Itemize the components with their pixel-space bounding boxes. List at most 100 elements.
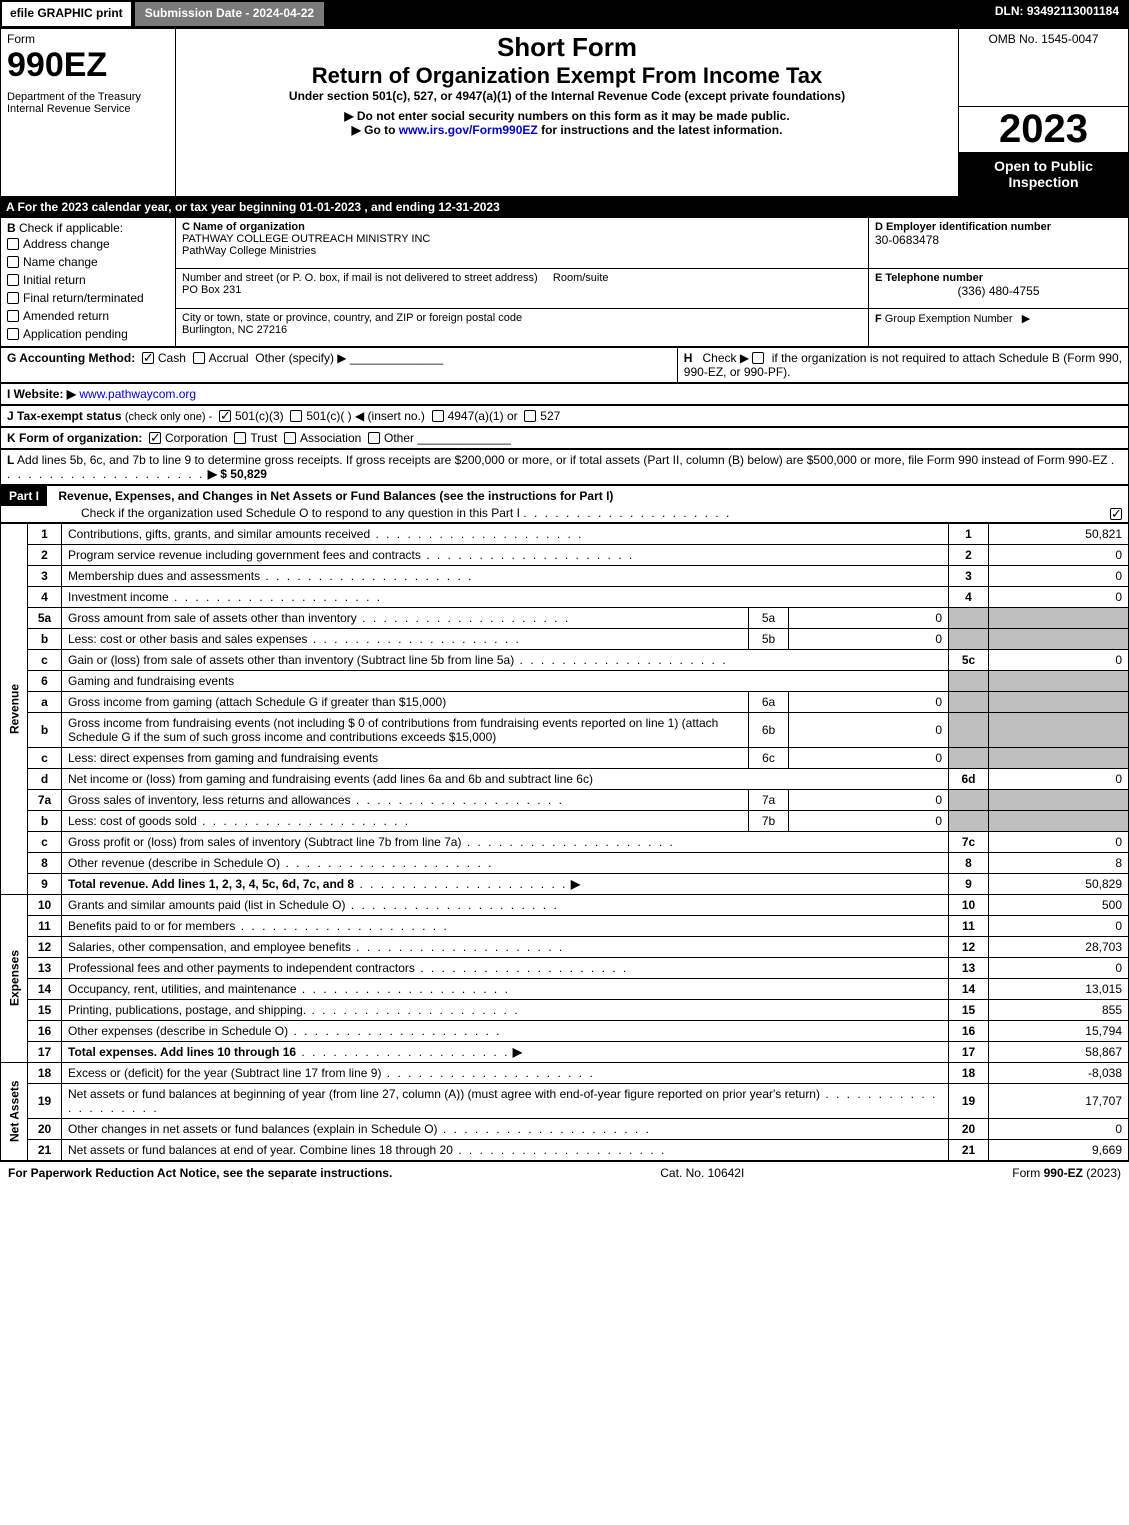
chk-501c[interactable]	[290, 410, 302, 422]
open-public-inspection: Open to Public Inspection	[959, 152, 1128, 196]
j-label: J Tax-exempt status	[7, 409, 122, 423]
l14-amt: 13,015	[989, 978, 1129, 999]
chk-address-change[interactable]	[7, 238, 19, 250]
l14-box: 14	[949, 978, 989, 999]
chk-application-pending[interactable]	[7, 328, 19, 340]
chk-501c3[interactable]	[219, 410, 231, 422]
l6c-midamt: 0	[789, 747, 949, 768]
l5c-num: c	[28, 649, 62, 670]
form-word: Form	[7, 32, 169, 46]
l5a-greyamt	[989, 607, 1129, 628]
l2-num: 2	[28, 544, 62, 565]
chk-4947[interactable]	[432, 410, 444, 422]
chk-association[interactable]	[284, 432, 296, 444]
chk-other-org[interactable]	[368, 432, 380, 444]
irs-link[interactable]: www.irs.gov/Form990EZ	[399, 123, 538, 137]
l5b-num: b	[28, 628, 62, 649]
g-accrual: Accrual	[209, 351, 249, 365]
l6c-num: c	[28, 747, 62, 768]
l6c-desc: Less: direct expenses from gaming and fu…	[68, 751, 378, 765]
chk-trust[interactable]	[234, 432, 246, 444]
website-row: I Website: ▶ www.pathwaycom.org	[0, 383, 1129, 405]
footer-right-pre: Form	[1012, 1166, 1043, 1180]
l12-num: 12	[28, 936, 62, 957]
l7b-greybox	[949, 810, 989, 831]
l7a-desc: Gross sales of inventory, less returns a…	[68, 793, 351, 807]
f-label: F Group Exemption Number ▶	[875, 312, 1122, 325]
k-label: K Form of organization:	[7, 431, 142, 445]
chk-initial-return[interactable]	[7, 274, 19, 286]
l5c-desc: Gain or (loss) from sale of assets other…	[68, 653, 514, 667]
l4-num: 4	[28, 586, 62, 607]
omb-number: OMB No. 1545-0047	[959, 29, 1129, 107]
chk-schedule-o-part1[interactable]	[1110, 508, 1122, 520]
l1-box: 1	[949, 523, 989, 544]
l18-desc: Excess or (deficit) for the year (Subtra…	[68, 1066, 381, 1080]
l5b-mid: 5b	[749, 628, 789, 649]
l21-desc: Net assets or fund balances at end of ye…	[68, 1143, 453, 1157]
l6c-greyamt	[989, 747, 1129, 768]
j-501c: 501(c)( ) ◀ (insert no.)	[306, 409, 425, 423]
l8-desc: Other revenue (describe in Schedule O)	[68, 856, 280, 870]
opt-initial-return: Initial return	[23, 273, 86, 287]
footer-right-post: (2023)	[1083, 1166, 1121, 1180]
l1-desc: Contributions, gifts, grants, and simila…	[68, 527, 370, 541]
chk-527[interactable]	[524, 410, 536, 422]
l3-box: 3	[949, 565, 989, 586]
l7b-mid: 7b	[749, 810, 789, 831]
l4-box: 4	[949, 586, 989, 607]
l3-num: 3	[28, 565, 62, 586]
l13-box: 13	[949, 957, 989, 978]
l18-box: 18	[949, 1062, 989, 1083]
l11-amt: 0	[989, 915, 1129, 936]
l-text: Add lines 5b, 6c, and 7b to line 9 to de…	[17, 453, 1108, 467]
chk-schedule-b[interactable]	[752, 352, 764, 364]
l5c-box: 5c	[949, 649, 989, 670]
l6b-greybox	[949, 712, 989, 747]
form-number: 990EZ	[7, 46, 169, 85]
chk-amended-return[interactable]	[7, 310, 19, 322]
dept-line2: Internal Revenue Service	[7, 103, 169, 115]
l5a-midamt: 0	[789, 607, 949, 628]
chk-corporation[interactable]	[149, 432, 161, 444]
chk-accrual[interactable]	[193, 352, 205, 364]
l7a-mid: 7a	[749, 789, 789, 810]
l17-amt: 58,867	[989, 1041, 1129, 1062]
page-footer: For Paperwork Reduction Act Notice, see …	[0, 1161, 1129, 1184]
l16-desc: Other expenses (describe in Schedule O)	[68, 1024, 288, 1038]
website-link[interactable]: www.pathwaycom.org	[79, 387, 196, 401]
footer-right-bold: 990-EZ	[1044, 1166, 1083, 1180]
l4-desc: Investment income	[68, 590, 169, 604]
l12-box: 12	[949, 936, 989, 957]
opt-amended-return: Amended return	[23, 309, 109, 323]
l6c-greybox	[949, 747, 989, 768]
chk-name-change[interactable]	[7, 256, 19, 268]
l20-desc: Other changes in net assets or fund bala…	[68, 1122, 438, 1136]
l5b-greyamt	[989, 628, 1129, 649]
b-text: Check if applicable:	[19, 221, 123, 235]
org-name-1: PATHWAY COLLEGE OUTREACH MINISTRY INC	[182, 233, 862, 245]
l20-num: 20	[28, 1118, 62, 1139]
part1-header: Part I Revenue, Expenses, and Changes in…	[0, 485, 1129, 523]
l6-num: 6	[28, 670, 62, 691]
part1-check-text: Check if the organization used Schedule …	[81, 506, 520, 520]
addr-label: Number and street (or P. O. box, if mail…	[182, 272, 862, 284]
l7c-box: 7c	[949, 831, 989, 852]
chk-cash[interactable]	[142, 352, 154, 364]
l2-box: 2	[949, 544, 989, 565]
l17-num: 17	[28, 1041, 62, 1062]
subtitle-code: Under section 501(c), 527, or 4947(a)(1)…	[182, 89, 952, 103]
l20-box: 20	[949, 1118, 989, 1139]
l7c-amt: 0	[989, 831, 1129, 852]
l8-box: 8	[949, 852, 989, 873]
l6a-num: a	[28, 691, 62, 712]
chk-final-return[interactable]	[7, 292, 19, 304]
l13-amt: 0	[989, 957, 1129, 978]
l19-num: 19	[28, 1083, 62, 1118]
room-label: Room/suite	[553, 272, 609, 284]
efile-print-label[interactable]: efile GRAPHIC print	[0, 0, 133, 28]
opt-address-change: Address change	[23, 237, 110, 251]
l6a-greybox	[949, 691, 989, 712]
l10-box: 10	[949, 894, 989, 915]
l14-num: 14	[28, 978, 62, 999]
